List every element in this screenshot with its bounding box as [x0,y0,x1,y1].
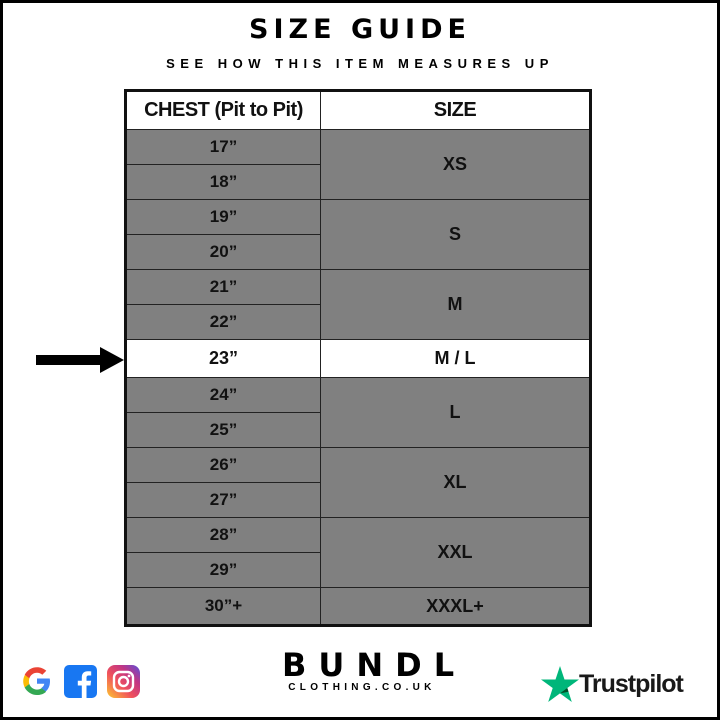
size-cell: XL [320,447,591,518]
arrow-right-icon [36,347,124,373]
size-cell: XS [320,129,591,200]
table-header: CHEST (Pit to Pit) SIZE [125,90,591,130]
facebook-icon[interactable] [64,664,97,698]
table-row: 17” XS [125,129,591,200]
trustpilot-text: Trustpilot [579,669,684,698]
chest-cell: 18” [125,164,321,200]
table-row: 26” XL [125,447,591,518]
chest-cell: 28” [125,517,321,553]
size-cell: L [320,377,591,448]
chest-cell: 29” [125,552,321,588]
google-icon[interactable] [20,664,54,698]
page-subtitle: SEE HOW THIS ITEM MEASURES UP [166,56,554,71]
table-row-highlighted: 23” M / L [125,339,591,378]
size-cell: M / L [320,339,591,378]
table-row: 20” [125,234,591,270]
chest-cell: 26” [125,447,321,483]
chest-cell: 22” [125,304,321,340]
brand-name: BUNDL [282,646,467,684]
table-row: 27” [125,482,591,518]
instagram-icon[interactable] [107,664,140,698]
chest-cell: 24” [125,377,321,413]
size-cell: M [320,269,591,340]
column-header-size: SIZE [320,90,591,130]
brand-logo: BUNDL CLOTHING.CO.UK [270,646,467,693]
table-row: 30”+ XXXL+ [125,587,591,626]
social-icons [20,664,140,698]
chest-cell: 25” [125,412,321,448]
table-row: 21” M [125,269,591,340]
table-row: 29” [125,552,591,588]
chest-cell: 27” [125,482,321,518]
brand-website: CLOTHING.CO.UK [288,682,436,693]
trustpilot-star-icon [541,666,579,702]
size-table: CHEST (Pit to Pit) SIZE 17” XS 18” 19” S 2… [124,89,592,627]
column-header-chest: CHEST (Pit to Pit) [125,90,321,130]
trustpilot-logo[interactable]: Trustpilot [541,666,684,702]
page-title: SIZE GUIDE [249,14,471,45]
chest-cell: 23” [125,339,321,378]
chest-cell: 20” [125,234,321,270]
chest-cell: 17” [125,129,321,165]
table-row: 22” [125,304,591,340]
chest-cell: 21” [125,269,321,305]
chest-cell: 30”+ [125,587,321,626]
table-row: 25” [125,412,591,448]
table-row: 24” L [125,377,591,448]
table-row: 19” S [125,199,591,270]
table-row: 28” XXL [125,517,591,588]
size-cell: XXXL+ [320,587,591,626]
size-cell: XXL [320,517,591,588]
size-cell: S [320,199,591,270]
chest-cell: 19” [125,199,321,235]
